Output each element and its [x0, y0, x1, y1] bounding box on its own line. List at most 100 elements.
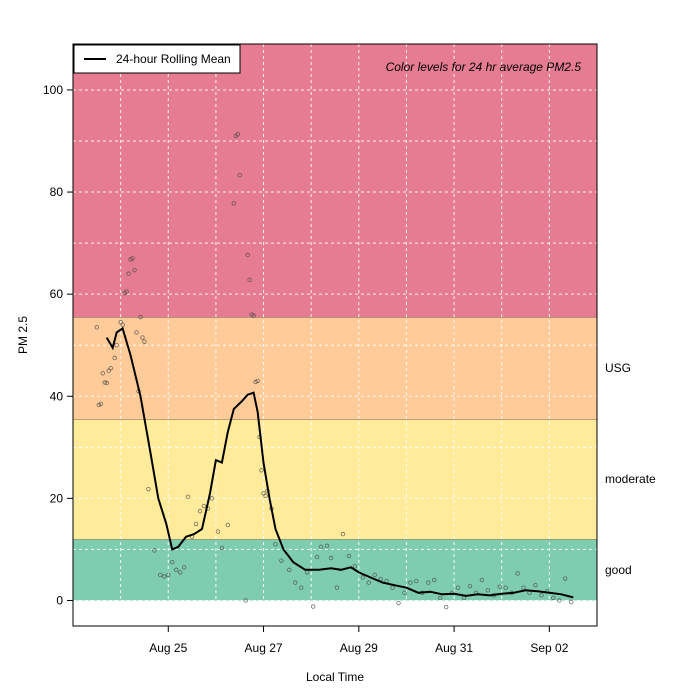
data-point [132, 267, 137, 273]
data-point [114, 343, 119, 348]
data-point [98, 401, 103, 407]
data-point [219, 545, 225, 551]
data-point [443, 604, 449, 610]
data-point [366, 580, 371, 585]
band-labels: good moderate USG [605, 361, 656, 577]
data-point [259, 468, 264, 473]
data-point [455, 585, 461, 590]
band-unhealthy [73, 44, 597, 318]
x-tick-label: Aug 31 [435, 641, 473, 655]
data-point [402, 590, 407, 596]
data-point [231, 201, 236, 206]
x-tick-label: Aug 27 [245, 641, 283, 655]
band-moderate [73, 419, 597, 540]
y-tick-label: 100 [43, 83, 63, 97]
data-point [193, 521, 199, 527]
data-point [108, 365, 113, 371]
data-point [372, 572, 377, 578]
data-point [201, 503, 207, 509]
data-point [251, 313, 256, 318]
data-point [485, 588, 491, 593]
x-axis: Aug 25 Aug 27 Aug 29 Aug 31 Sep 02 [149, 626, 569, 655]
data-point [100, 371, 105, 376]
data-point [467, 583, 473, 589]
y-axis: 0 20 40 60 80 100 [43, 83, 74, 607]
data-point [215, 529, 221, 534]
data-point [185, 494, 191, 500]
data-point [515, 571, 520, 576]
data-point [124, 289, 129, 294]
data-point [414, 578, 419, 584]
y-tick-label: 0 [56, 593, 63, 607]
data-point [287, 567, 292, 573]
data-point [247, 277, 252, 283]
data-point [503, 585, 508, 590]
data-point [174, 567, 179, 573]
data-point [318, 544, 324, 550]
data-point [273, 542, 278, 547]
legend: 24-hour Rolling Mean [73, 44, 241, 74]
data-point [432, 577, 437, 583]
data-point [479, 577, 485, 583]
data-point [563, 576, 568, 581]
data-point [225, 522, 231, 528]
data-point [299, 585, 304, 590]
data-point [94, 325, 100, 330]
data-point [390, 585, 395, 590]
data-point [396, 600, 401, 606]
data-point [134, 330, 139, 335]
data-point [120, 322, 125, 327]
data-point [146, 486, 151, 492]
data-point [557, 598, 562, 603]
data-point [346, 553, 352, 559]
data-point [197, 508, 203, 514]
data-point [340, 531, 346, 537]
data-point [521, 585, 526, 590]
data-point [152, 548, 157, 553]
data-point [237, 173, 242, 178]
x-tick-label: Sep 02 [530, 641, 568, 655]
data-point [352, 564, 358, 569]
data-point [568, 599, 574, 605]
rolling-mean-line [105, 326, 574, 599]
data-point [497, 584, 502, 589]
y-axis-label: PM 2.5 [16, 316, 30, 354]
data-point [166, 572, 171, 578]
data-point [126, 271, 131, 276]
data-point [130, 256, 135, 261]
data-point [551, 595, 556, 601]
data-point [104, 380, 109, 386]
band-label-good: good [605, 563, 632, 577]
y-tick-label: 80 [50, 185, 64, 199]
data-point [245, 252, 250, 258]
data-point [437, 595, 443, 601]
data-point [138, 314, 143, 320]
legend-entry-rolling-mean: 24-hour Rolling Mean [116, 52, 231, 66]
data-point [140, 335, 145, 340]
data-point [279, 558, 284, 563]
x-tick-label: Aug 29 [340, 641, 378, 655]
data-point [181, 565, 187, 570]
data-point [255, 378, 260, 384]
data-point [170, 559, 175, 565]
data-point [293, 580, 298, 585]
data-point [177, 570, 183, 575]
y-tick-label: 40 [50, 389, 64, 403]
data-point [158, 572, 163, 578]
data-point [324, 543, 330, 549]
band-label-USG: USG [605, 361, 631, 375]
data-point [334, 585, 340, 590]
data-point [243, 598, 248, 603]
y-tick-label: 60 [50, 287, 64, 301]
data-point [408, 580, 413, 585]
data-point [142, 339, 147, 344]
x-axis-label: Local Time [306, 670, 364, 684]
data-point [310, 604, 316, 609]
data-point [209, 496, 215, 501]
data-point [539, 593, 544, 598]
data-point [533, 582, 538, 588]
y-tick-label: 20 [50, 491, 64, 505]
data-point [162, 574, 167, 579]
data-point [328, 555, 334, 561]
